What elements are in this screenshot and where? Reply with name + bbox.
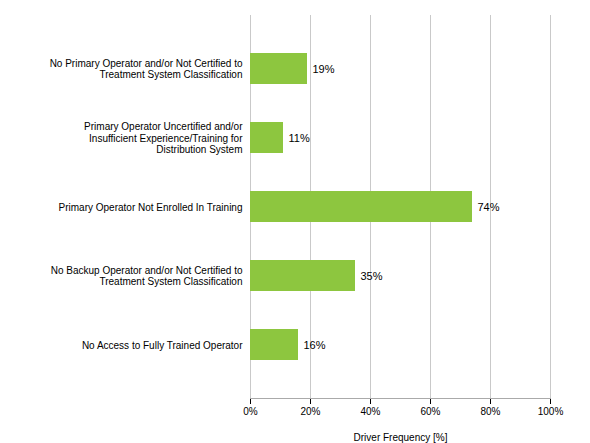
- svg-text:Driver Frequency [%]: Driver Frequency [%]: [354, 432, 448, 443]
- svg-text:19%: 19%: [313, 63, 335, 75]
- svg-text:80%: 80%: [480, 406, 500, 417]
- svg-text:74%: 74%: [478, 201, 500, 213]
- svg-text:11%: 11%: [289, 132, 310, 144]
- svg-text:No Primary Operator and/or Not: No Primary Operator and/or Not Certified…: [50, 58, 243, 81]
- svg-text:40%: 40%: [360, 406, 380, 417]
- svg-text:Primary Operator Uncertified a: Primary Operator Uncertified and/orInsuf…: [84, 121, 243, 155]
- svg-text:16%: 16%: [304, 339, 326, 351]
- svg-text:20%: 20%: [300, 406, 320, 417]
- svg-text:60%: 60%: [420, 406, 440, 417]
- svg-text:35%: 35%: [361, 270, 383, 282]
- svg-text:Primary Operator Not Enrolled: Primary Operator Not Enrolled In Trainin…: [59, 202, 243, 213]
- svg-text:100%: 100%: [538, 406, 564, 417]
- svg-text:No Access to Fully Trained Ope: No Access to Fully Trained Operator: [82, 340, 243, 351]
- svg-text:No Backup Operator and/or Not: No Backup Operator and/or Not Certified …: [51, 265, 243, 288]
- svg-text:0%: 0%: [243, 406, 258, 417]
